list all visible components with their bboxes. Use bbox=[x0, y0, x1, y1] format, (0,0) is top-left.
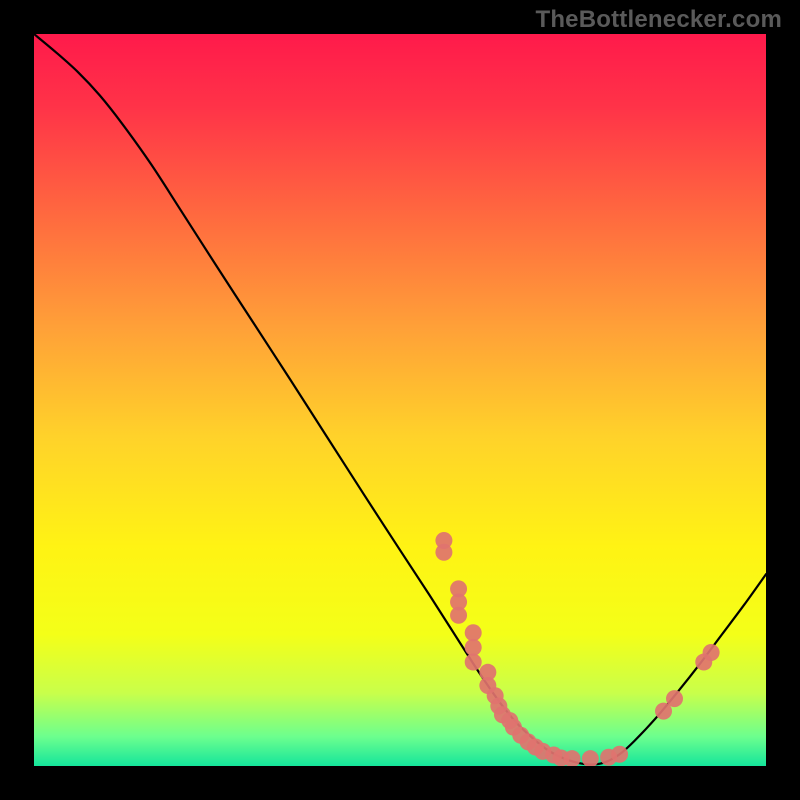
data-marker bbox=[450, 607, 467, 624]
plot-svg bbox=[34, 34, 766, 766]
data-marker bbox=[703, 644, 720, 661]
plot-area bbox=[34, 34, 766, 766]
data-marker bbox=[666, 690, 683, 707]
gradient-background bbox=[34, 34, 766, 766]
data-marker bbox=[435, 544, 452, 561]
watermark-text: TheBottlenecker.com bbox=[535, 6, 782, 34]
data-marker bbox=[465, 654, 482, 671]
data-marker bbox=[611, 746, 628, 763]
data-marker bbox=[465, 624, 482, 641]
data-marker bbox=[465, 639, 482, 656]
